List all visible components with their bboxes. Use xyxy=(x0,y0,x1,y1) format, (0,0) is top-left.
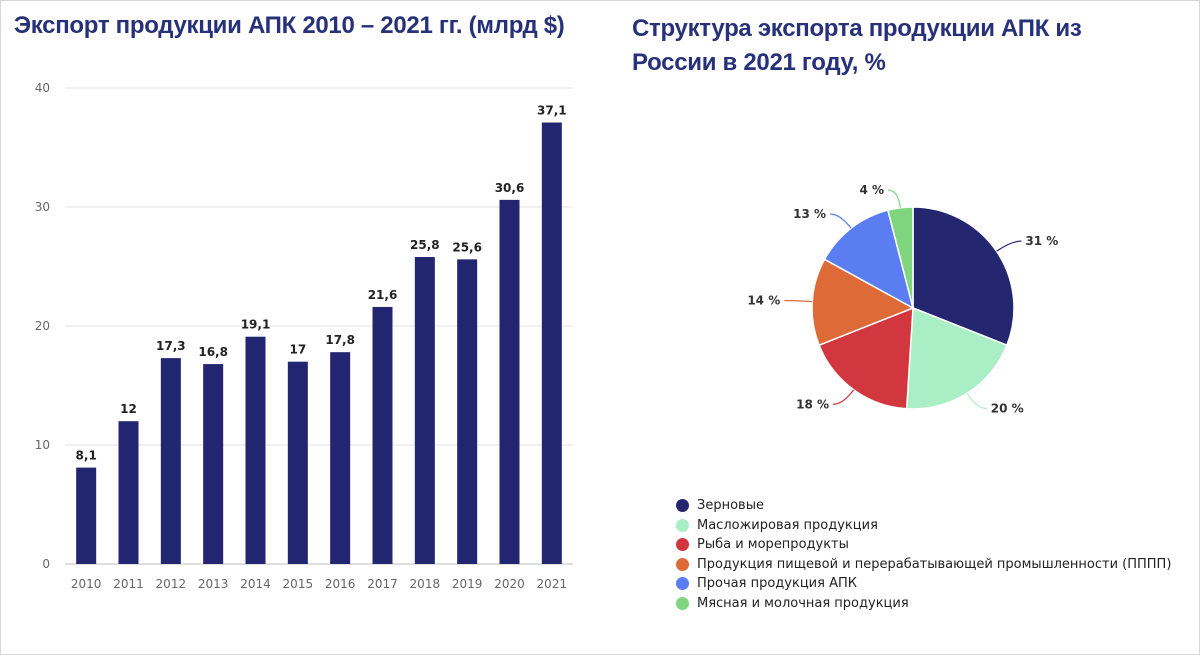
pie-slice-label: 14 % xyxy=(747,294,780,308)
bar-2018 xyxy=(414,256,435,564)
bar-value-label: 16,8 xyxy=(198,345,228,359)
pie-chart-slices: 31 % 20 % 18 % 14 % 13 % 4 % xyxy=(747,183,1058,416)
legend-label: Прочая продукция АПК xyxy=(697,576,857,592)
y-tick-label: 10 xyxy=(35,438,50,452)
y-tick-label: 0 xyxy=(42,557,50,571)
bar-2013 xyxy=(203,364,224,564)
pie-slice-3 xyxy=(811,258,915,347)
bar-value-label: 25,6 xyxy=(452,240,482,254)
legend-label: Мясная и молочная продукция xyxy=(697,595,909,611)
pie-legend: Зерновые Масложировая продукция Рыба и мор… xyxy=(676,496,1171,613)
pie-leader-line xyxy=(888,189,901,208)
y-tick-label: 40 xyxy=(35,81,50,95)
bar-chart-title: Экспорт продукции АПК 2010 – 2021 гг. (м… xyxy=(14,12,565,39)
bar-value-label: 8,1 xyxy=(76,449,97,463)
legend-swatch-icon xyxy=(676,596,689,610)
legend-swatch-icon xyxy=(676,557,689,571)
legend-item: Прочая продукция АПК xyxy=(676,574,1171,594)
legend-swatch-icon xyxy=(676,538,689,552)
bar-2017 xyxy=(372,306,393,564)
bar-value-label: 17 xyxy=(289,343,306,357)
bar-value-label: 19,1 xyxy=(241,318,271,332)
bar-value-label: 12 xyxy=(120,402,137,416)
pie-leader-line xyxy=(966,392,987,410)
bar-2021 xyxy=(541,122,562,564)
legend-item: Продукция пищевой и перерабатывающей про… xyxy=(676,555,1171,575)
pie-slice-label: 4 % xyxy=(860,183,885,197)
bar-value-label: 37,1 xyxy=(537,104,567,118)
bar-2015 xyxy=(287,361,308,564)
pie-slice-label: 13 % xyxy=(793,207,826,221)
bar-2019 xyxy=(457,259,478,564)
legend-swatch-icon xyxy=(676,499,689,513)
bar-2011 xyxy=(118,421,139,564)
x-tick-label: 2016 xyxy=(325,577,356,591)
bar-2010 xyxy=(76,467,97,564)
bar-value-label: 17,8 xyxy=(325,333,355,347)
bar-value-label: 30,6 xyxy=(495,181,525,195)
bar-value-label: 25,8 xyxy=(410,238,440,252)
bar-value-label: 17,3 xyxy=(156,339,186,353)
pie-slice-label: 31 % xyxy=(1025,234,1058,248)
x-tick-label: 2019 xyxy=(452,577,483,591)
x-tick-label: 2014 xyxy=(240,577,271,591)
legend-label: Рыба и морепродукты xyxy=(697,537,849,553)
bar-value-label: 21,6 xyxy=(368,288,398,302)
pie-leader-line xyxy=(996,240,1022,252)
legend-item: Масложировая продукция xyxy=(676,516,1171,536)
x-tick-label: 2020 xyxy=(494,577,525,591)
x-tick-label: 2017 xyxy=(367,577,398,591)
legend-item: Рыба и морепродукты xyxy=(676,535,1171,555)
pie-slice-label: 20 % xyxy=(991,401,1024,415)
y-tick-label: 30 xyxy=(35,200,50,214)
legend-label: Продукция пищевой и перерабатывающей про… xyxy=(697,556,1172,572)
pie-chart-title: Структура экспорта продукции АПК из Росс… xyxy=(632,15,1082,76)
x-tick-label: 2018 xyxy=(410,577,441,591)
pie-leader-line xyxy=(830,213,852,229)
legend-item: Мясная и молочная продукция xyxy=(676,594,1171,614)
legend-label: Зерновые xyxy=(697,498,764,514)
bar-chart-bars: 8,1 2010 12 2011 17,3 2012 16,8 2013 19,1 2014 17 2… xyxy=(71,104,567,591)
legend-label: Масложировая продукция xyxy=(697,517,878,533)
x-tick-label: 2021 xyxy=(537,577,568,591)
pie-slice-label: 18 % xyxy=(796,397,829,411)
x-tick-label: 2011 xyxy=(113,577,144,591)
bar-2012 xyxy=(160,358,181,564)
x-tick-label: 2010 xyxy=(71,577,102,591)
legend-item: Зерновые xyxy=(676,496,1171,516)
bar-2016 xyxy=(330,352,351,564)
legend-swatch-icon xyxy=(676,577,689,591)
pie-leader-line xyxy=(784,299,813,303)
legend-swatch-icon xyxy=(676,518,689,532)
bar-chart-grid: 0 10 20 30 40 xyxy=(35,81,573,571)
bar-2020 xyxy=(499,199,520,565)
x-tick-label: 2013 xyxy=(198,577,229,591)
x-tick-label: 2015 xyxy=(283,577,314,591)
y-tick-label: 20 xyxy=(35,319,50,333)
bar-2014 xyxy=(245,336,266,564)
x-tick-label: 2012 xyxy=(156,577,187,591)
pie-leader-line xyxy=(833,389,855,405)
